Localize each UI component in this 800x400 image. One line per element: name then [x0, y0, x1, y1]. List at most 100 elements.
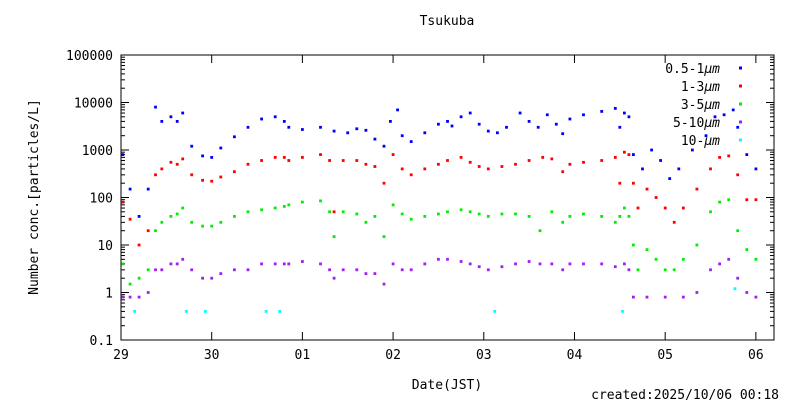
point-0_5-1 — [219, 146, 223, 150]
point-0_5-1 — [691, 148, 694, 152]
x-tick-label: 06 — [748, 348, 764, 363]
point-1-3 — [527, 159, 531, 162]
point-0_5-1 — [437, 122, 440, 126]
point-0_5-1 — [505, 125, 508, 129]
point-5-10 — [341, 268, 345, 272]
point-1-3 — [137, 243, 141, 247]
point-1-3 — [341, 159, 345, 162]
point-5-10 — [301, 260, 304, 263]
point-0_5-1 — [190, 144, 194, 148]
point-0_5-1 — [175, 120, 179, 123]
point-1-3 — [709, 167, 712, 171]
point-5-10 — [514, 262, 517, 266]
point-1-3 — [332, 210, 336, 214]
y-axis: 0.1 1 10 100 1000 10000 100000 — [66, 49, 774, 349]
point-3-5 — [514, 212, 517, 216]
point-1-3 — [423, 167, 427, 171]
point-0_5-1 — [450, 124, 454, 128]
point-5-10 — [437, 257, 440, 261]
legend-label: 10-μm — [681, 134, 720, 149]
point-0_5-1 — [627, 115, 631, 119]
point-1-3 — [373, 165, 377, 168]
point-1-3 — [282, 156, 286, 159]
legend-entry: 3-5μm — [681, 98, 742, 113]
point-0_5-1 — [169, 115, 173, 119]
point-3-5 — [246, 210, 250, 214]
point-5-10 — [282, 262, 286, 266]
point-5-10 — [600, 262, 604, 266]
point-3-5 — [437, 212, 440, 216]
point-0_5-1 — [282, 120, 286, 123]
point-3-5 — [695, 243, 699, 247]
point-1-3 — [468, 160, 472, 164]
point-0_5-1 — [477, 122, 481, 126]
point-5-10 — [219, 272, 223, 275]
point-5-10 — [409, 268, 413, 272]
point-3-5 — [364, 220, 368, 224]
point-5-10 — [709, 268, 712, 272]
point-1-3 — [663, 206, 667, 210]
point-1-3 — [561, 170, 565, 174]
point-0_5-1 — [396, 108, 399, 112]
point-0_5-1 — [486, 129, 490, 133]
point-1-3 — [681, 206, 685, 210]
point-0_5-1 — [527, 120, 531, 123]
legend-entry: 10-μm — [681, 134, 742, 149]
point-0_5-1 — [233, 135, 236, 139]
point-5-10 — [754, 295, 758, 299]
point-10- — [133, 310, 136, 313]
point-1-3 — [477, 165, 481, 168]
legend-label-unit: μm — [703, 116, 720, 131]
point-3-5 — [459, 208, 463, 212]
point-1-3 — [391, 153, 395, 156]
point-1-3 — [632, 181, 635, 185]
point-0_5-1 — [545, 113, 549, 117]
point-5-10 — [154, 268, 157, 272]
point-0_5-1 — [201, 154, 204, 158]
point-5-10 — [233, 268, 236, 272]
point-0_5-1 — [659, 159, 662, 162]
point-0_5-1 — [423, 131, 427, 135]
point-0_5-1 — [754, 167, 758, 171]
point-0_5-1 — [364, 128, 368, 132]
point-5-10 — [169, 262, 173, 266]
point-3-5 — [727, 198, 731, 202]
point-1-3 — [160, 167, 164, 171]
point-0_5-1 — [518, 111, 522, 115]
point-5-10 — [373, 272, 377, 275]
x-tick-label: 02 — [385, 348, 401, 363]
point-0_5-1 — [623, 111, 626, 115]
point-0_5-1 — [332, 129, 336, 133]
legend-entry: 1-3μm — [681, 80, 742, 95]
point-1-3 — [219, 175, 223, 179]
point-10- — [733, 287, 737, 291]
point-0_5-1 — [618, 125, 622, 129]
point-1-3 — [618, 181, 622, 185]
point-3-5 — [260, 208, 263, 212]
point-5-10 — [190, 268, 194, 272]
legend-label: 3-5μm — [681, 98, 720, 113]
point-5-10 — [681, 295, 685, 299]
point-1-3 — [260, 159, 263, 162]
point-10- — [278, 310, 282, 313]
point-5-10 — [582, 262, 585, 266]
point-5-10 — [477, 265, 481, 269]
point-1-3 — [736, 173, 740, 177]
point-0_5-1 — [154, 105, 157, 109]
point-3-5 — [561, 220, 565, 224]
point-1-3 — [273, 156, 277, 159]
point-0_5-1 — [409, 140, 413, 143]
point-5-10 — [391, 262, 395, 266]
point-0_5-1 — [554, 122, 558, 126]
point-1-3 — [210, 179, 214, 183]
point-0_5-1 — [446, 120, 449, 123]
point-0_5-1 — [355, 127, 359, 131]
x-tick-label: 03 — [476, 348, 492, 363]
point-5-10 — [663, 295, 667, 299]
point-1-3 — [541, 156, 545, 159]
legend-entry: 5-10μm — [673, 116, 742, 131]
legend-label: 5-10μm — [673, 116, 720, 131]
point-3-5 — [391, 203, 395, 207]
point-10- — [621, 310, 624, 313]
y-tick-label: 0.1 — [90, 334, 113, 349]
